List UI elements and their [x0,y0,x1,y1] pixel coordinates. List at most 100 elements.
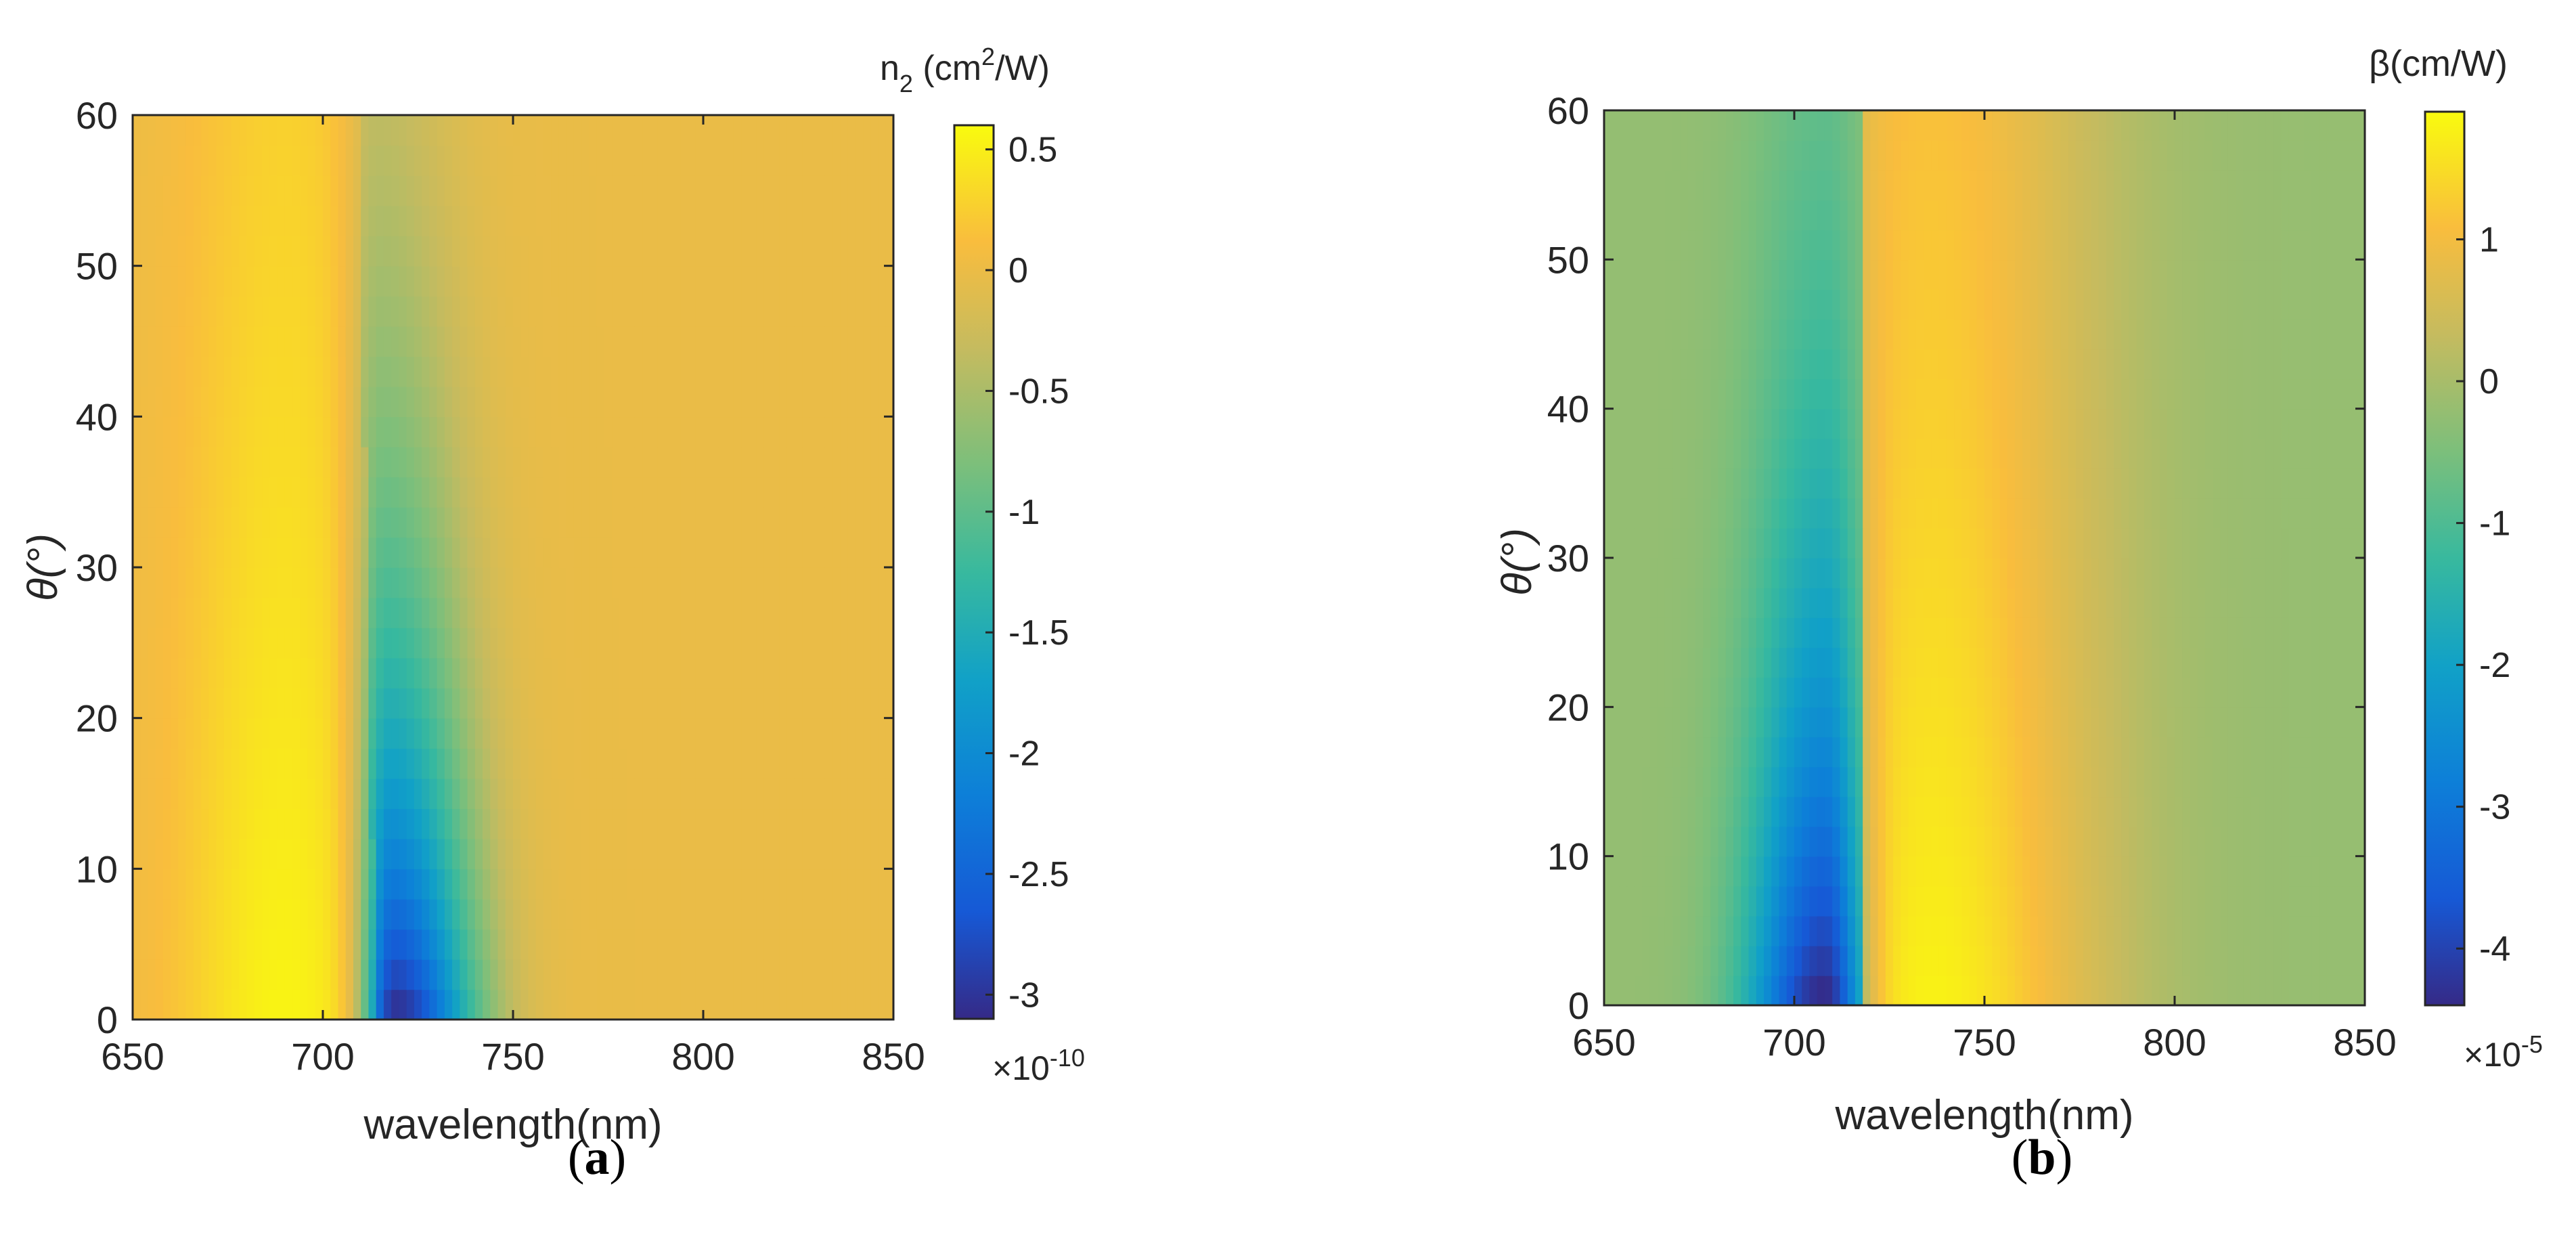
heatmap-cell [1658,439,1666,469]
heatmap-cell [863,266,871,297]
heatmap-cell [1703,797,1711,827]
heatmap-cell [688,326,696,357]
heatmap-cell [1649,409,1658,439]
heatmap-cell [1992,498,2000,529]
heatmap-cell [604,115,613,146]
heatmap-cell [1809,528,1817,558]
heatmap-cell [1695,617,1704,648]
heatmap-cell [696,416,704,447]
heatmap-cell [330,175,338,206]
heatmap-cell [848,658,856,688]
heatmap-cell [308,236,316,266]
heatmap-cell [787,146,795,176]
heatmap-cell [414,959,422,990]
heatmap-cell [384,688,392,718]
heatmap-cell [2091,439,2099,469]
heatmap-cell [338,658,346,688]
heatmap-cell [156,899,164,929]
heatmap-cell [680,688,688,718]
heatmap-cell [1718,707,1727,737]
heatmap-cell [429,567,437,598]
heatmap-cell [239,628,247,658]
heatmap-cell [848,929,856,959]
heatmap-cell [543,779,552,809]
heatmap-cell [567,628,575,658]
heatmap-cell [2220,827,2228,857]
heatmap-cell [2167,558,2175,588]
heatmap-cell [1878,766,1886,797]
heatmap-cell [543,869,552,899]
heatmap-cell [1984,766,1993,797]
heatmap-cell [315,266,324,297]
heatmap-cell [2152,677,2160,707]
heatmap-cell [2137,976,2145,1006]
heatmap-cell [490,567,498,598]
heatmap-cell [2060,468,2068,499]
heatmap-cell [1939,797,1947,827]
heatmap-cell [825,356,833,387]
heatmap-cell [330,477,338,507]
heatmap-cell [2106,827,2114,857]
heatmap-cell [863,567,871,598]
heatmap-cell [703,658,711,688]
heatmap-cell [2182,647,2190,678]
heatmap-cell [1909,677,1917,707]
heatmap-cell [795,718,803,749]
heatmap-cell [680,416,688,447]
heatmap-cell [536,296,544,326]
heatmap-cell [2137,827,2145,857]
heatmap-cell [726,477,734,507]
heatmap-cell [452,748,460,779]
heatmap-cell [779,356,787,387]
heatmap-cell [2190,797,2198,827]
heatmap-cell [2160,827,2168,857]
heatmap-cell [619,146,627,176]
heatmap-cell [148,115,156,146]
heatmap-cell [1825,916,1833,946]
heatmap-cell [2060,737,2068,767]
heatmap-cell [650,447,658,477]
heatmap-cell [840,929,848,959]
heatmap-cell [711,899,719,929]
heatmap-cell [589,387,597,417]
heatmap-cell [787,869,795,899]
heatmap-cell [422,598,430,628]
heatmap-cell [840,658,848,688]
heatmap-cell [1794,468,1802,499]
heatmap-cell [156,416,164,447]
heatmap-cell [1802,827,1810,857]
heatmap-cell [1840,827,1848,857]
heatmap-cell [1794,827,1802,857]
heatmap-cell [224,326,232,357]
heatmap-cell [711,869,719,899]
heatmap-cell [376,989,384,1020]
heatmap-cell [498,628,506,658]
heatmap-cell [551,387,559,417]
heatmap-cell [2099,588,2107,618]
heatmap-cell [384,236,392,266]
heatmap-cell [589,808,597,839]
heatmap-cell [361,628,369,658]
heatmap-cell [468,839,476,869]
heatmap-cell [506,296,514,326]
heatmap-cell [2060,528,2068,558]
heatmap-cell [567,356,575,387]
heatmap-cell [2213,468,2221,499]
heatmap-cell [696,808,704,839]
heatmap-cell [749,839,757,869]
heatmap-cell [1741,617,1749,648]
heatmap-cell [726,989,734,1020]
heatmap-cell [1939,737,1947,767]
heatmap-cell [1680,976,1688,1006]
heatmap-cell [718,146,726,176]
heatmap-cell [2038,916,2046,946]
heatmap-cell [856,115,864,146]
heatmap-cell [2022,737,2030,767]
heatmap-cell [848,115,856,146]
heatmap-cell [2243,588,2251,618]
heatmap-cell [1840,946,1848,976]
heatmap-cell [2045,439,2053,469]
heatmap-cell [323,537,331,567]
heatmap-cell [292,115,301,146]
heatmap-cell [178,748,186,779]
